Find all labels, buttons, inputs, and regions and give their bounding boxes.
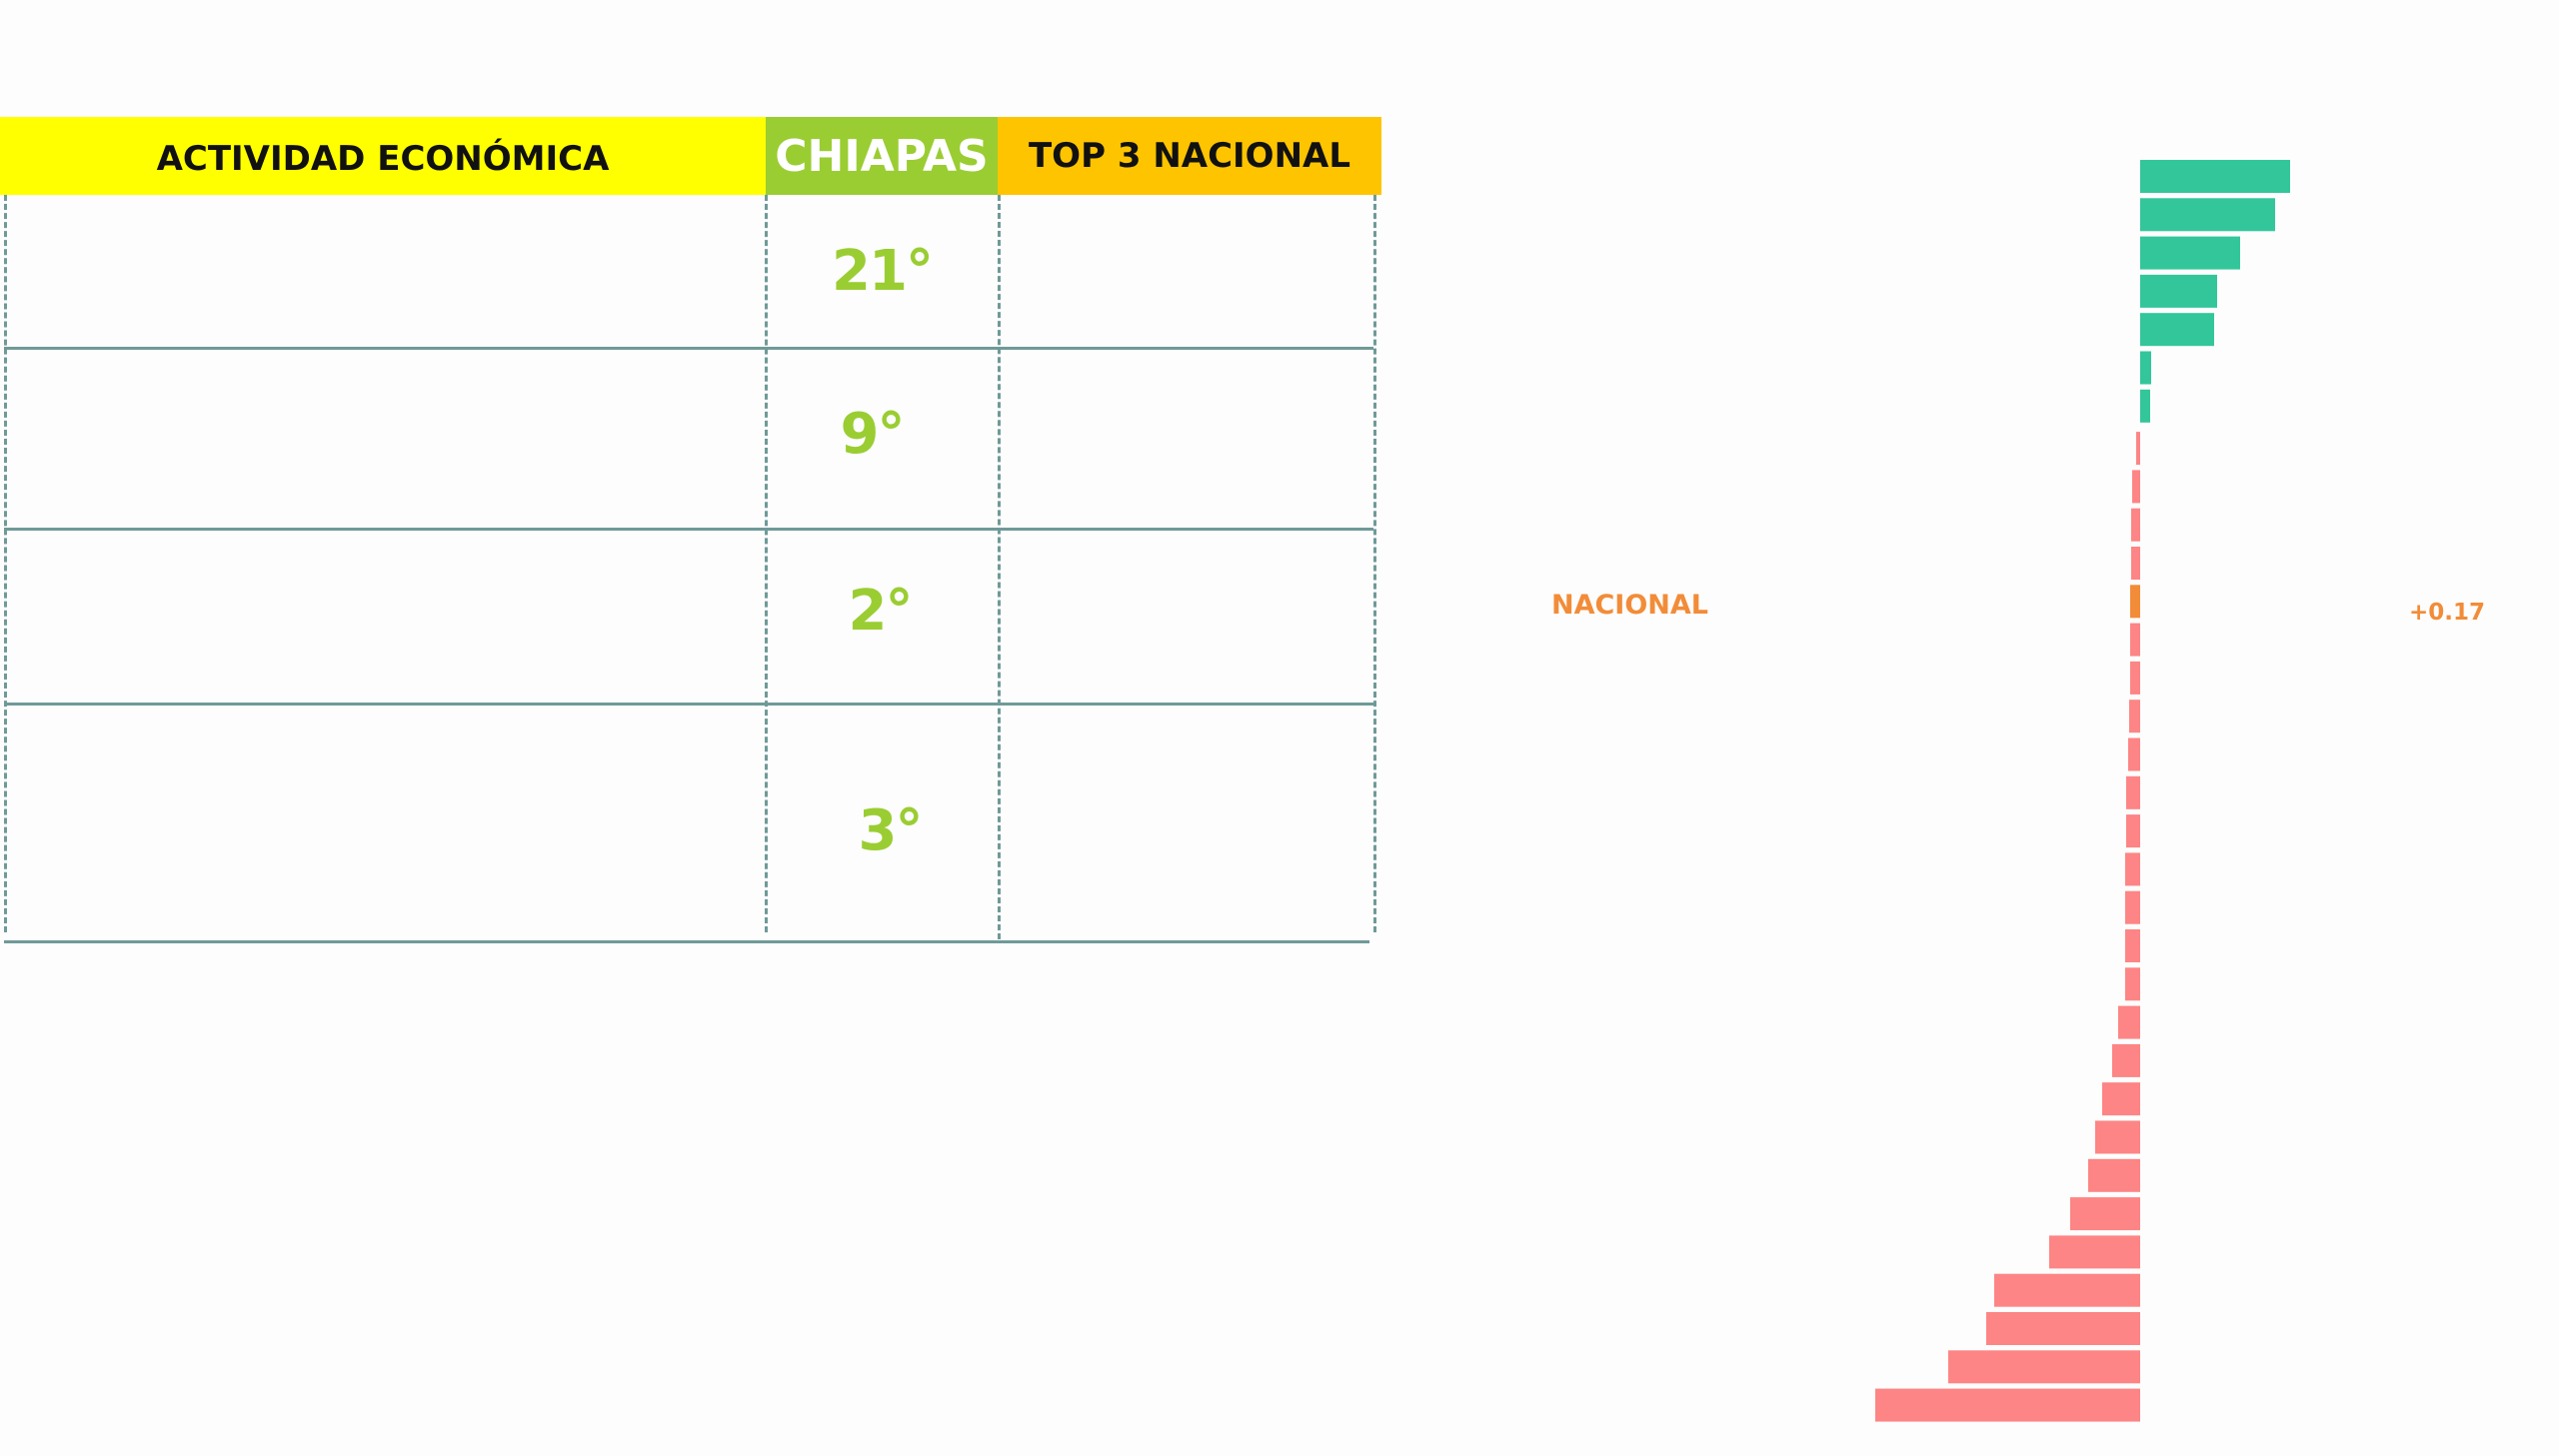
row-divider (4, 347, 1373, 350)
rank-row-4: 3° (858, 798, 924, 863)
bar (2125, 929, 2140, 962)
bar (2112, 1043, 2140, 1077)
bar (2130, 623, 2140, 657)
ranking-table: ACTIVIDAD ECONÓMICA CHIAPAS TOP 3 NACION… (0, 117, 1381, 946)
bar (2070, 1197, 2140, 1231)
bar (2125, 890, 2140, 924)
grid-line (998, 195, 1001, 939)
rank-row-1: 21° (832, 239, 934, 304)
grid-line (4, 195, 7, 932)
bar (2140, 198, 2275, 232)
bar (2049, 1235, 2140, 1269)
bar (1875, 1388, 2140, 1422)
bar (2126, 775, 2140, 809)
nacional-value-label: +0.17 (2409, 600, 2486, 626)
rank-row-2: 9° (840, 402, 906, 467)
bar (2140, 389, 2150, 423)
bar (2140, 313, 2214, 347)
bar (2132, 470, 2140, 504)
bar-nacional (2130, 585, 2140, 619)
bar (2131, 508, 2140, 542)
bar (2128, 737, 2140, 771)
nacional-label: NACIONAL (1551, 590, 1709, 621)
bar (2088, 1158, 2140, 1192)
row-divider (4, 528, 1373, 531)
bar (2129, 700, 2140, 733)
bar (2140, 236, 2240, 270)
grid-line (1373, 195, 1376, 932)
bar (2125, 967, 2140, 1001)
rank-row-3: 2° (848, 579, 914, 644)
bar (2136, 432, 2140, 466)
bar (2130, 661, 2140, 695)
header-actividad-economica: ACTIVIDAD ECONÓMICA (0, 117, 766, 195)
header-top3-nacional: TOP 3 NACIONAL (998, 117, 1381, 195)
bar (2095, 1120, 2140, 1154)
bar (2126, 814, 2140, 848)
bar (2131, 547, 2140, 580)
bar (2140, 351, 2151, 385)
row-divider (4, 703, 1373, 706)
bar (1986, 1312, 2140, 1345)
row-divider (4, 940, 1369, 943)
bar (2102, 1082, 2140, 1116)
bar (2140, 160, 2290, 193)
bar (2118, 1005, 2140, 1039)
bar (2125, 852, 2140, 886)
header-chiapas: CHIAPAS (766, 117, 998, 195)
grid-line (765, 195, 768, 932)
bar (1948, 1350, 2140, 1384)
bar (1994, 1273, 2140, 1307)
bar (2140, 274, 2217, 308)
